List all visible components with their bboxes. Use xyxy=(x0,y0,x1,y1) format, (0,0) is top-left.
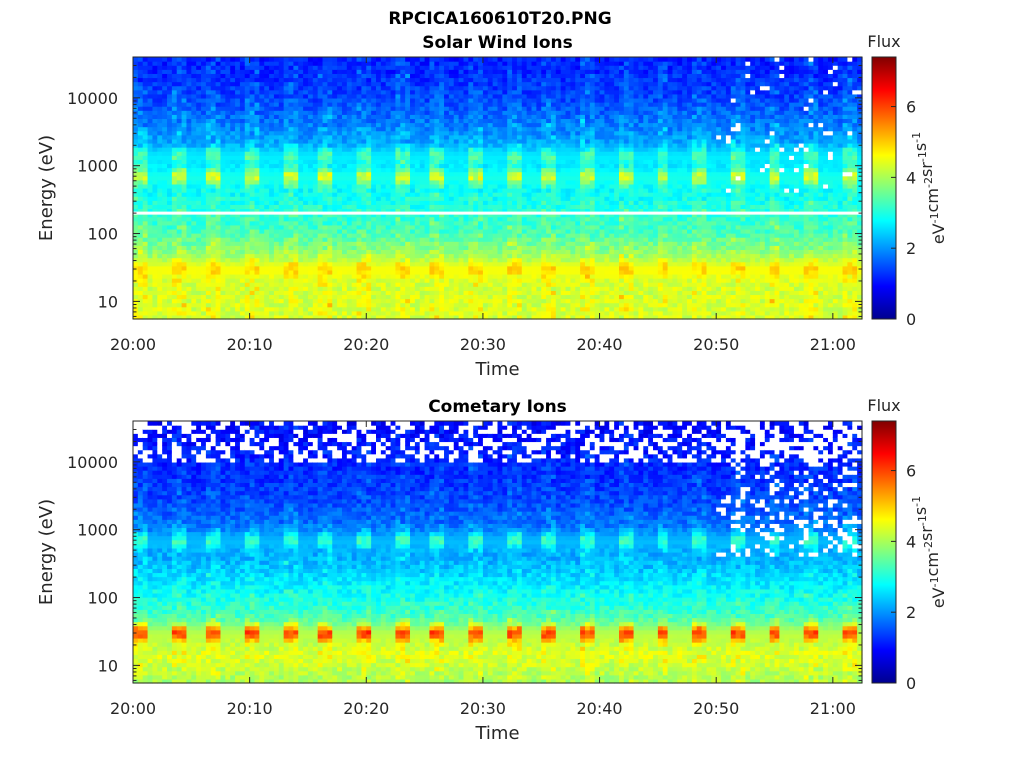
x-tick-label: 20:40 xyxy=(577,699,623,718)
solar-wind-ions-panel: Solar Wind Ions 20:00 20:10 20:20 20:30 20:40… xyxy=(36,32,948,380)
figure-title: RPCICA160610T20.PNG xyxy=(388,9,611,29)
x-tick-label: 20:40 xyxy=(577,335,623,354)
units-base: eV xyxy=(929,587,948,608)
x-tick-label: 20:20 xyxy=(343,335,389,354)
x-tick-label: 20:50 xyxy=(693,335,739,354)
y-tick-label: 1000 xyxy=(77,157,118,176)
y-tick-label: 10000 xyxy=(67,453,118,472)
panel-title: Cometary Ions xyxy=(428,397,567,417)
units-base: sr xyxy=(917,526,936,541)
y-tick-label: 100 xyxy=(87,225,118,244)
units-base: s xyxy=(911,507,930,515)
colorbar-tick-label: 0 xyxy=(906,310,916,329)
y-axis-label: Energy (eV) xyxy=(36,135,57,241)
colorbar-tick-label: 2 xyxy=(906,603,916,622)
y-tick-label: 10 xyxy=(98,656,118,675)
units-exponent: -2 xyxy=(922,177,935,188)
y-tick-label: 100 xyxy=(87,589,118,608)
y-tick-label: 10000 xyxy=(67,89,118,108)
units-base: cm xyxy=(923,188,942,212)
colorbar xyxy=(872,57,896,319)
colorbar-units-label: eV-1cm-2sr-1s-1 xyxy=(910,132,948,244)
x-axis-label: Time xyxy=(474,359,519,380)
colorbar-tick-label: 2 xyxy=(906,239,916,258)
colorbar xyxy=(872,421,896,683)
y-axis-label: Energy (eV) xyxy=(36,499,57,605)
colorbar-tick-label: 4 xyxy=(906,532,916,551)
heatmap-cells xyxy=(133,421,863,684)
x-tick-label: 20:00 xyxy=(110,699,156,718)
y-tick-label: 1000 xyxy=(77,521,118,540)
units-base: s xyxy=(911,143,930,151)
x-tick-label: 20:10 xyxy=(227,335,273,354)
colorbar-tick-label: 6 xyxy=(906,462,916,481)
units-exponent: -2 xyxy=(922,541,935,552)
units-base: sr xyxy=(917,162,936,177)
x-tick-label: 20:50 xyxy=(693,699,739,718)
x-axis-label: Time xyxy=(474,723,519,744)
x-tick-label: 20:10 xyxy=(227,699,273,718)
units-exponent: -1 xyxy=(928,576,941,587)
units-exponent: -1 xyxy=(910,496,923,507)
x-tick-label: 20:30 xyxy=(460,699,506,718)
units-exponent: -1 xyxy=(916,515,929,526)
colorbar-tick-label: 6 xyxy=(906,98,916,117)
y-tick-label: 10 xyxy=(98,292,118,311)
colorbar-top-label: Flux xyxy=(867,396,900,415)
x-tick-label: 20:00 xyxy=(110,335,156,354)
colorbar-tick-label: 0 xyxy=(906,674,916,693)
units-exponent: -1 xyxy=(910,132,923,143)
colorbar-units-label: eV-1cm-2sr-1s-1 xyxy=(910,496,948,608)
colorbar-top-label: Flux xyxy=(867,32,900,51)
units-exponent: -1 xyxy=(928,212,941,223)
x-tick-label: 21:00 xyxy=(810,335,856,354)
heatmap-cells xyxy=(133,57,863,320)
x-tick-label: 20:20 xyxy=(343,699,389,718)
colorbar-tick-label: 4 xyxy=(906,168,916,187)
panel-title: Solar Wind Ions xyxy=(422,33,573,53)
x-tick-label: 20:30 xyxy=(460,335,506,354)
units-base: eV xyxy=(929,223,948,244)
units-base: cm xyxy=(923,552,942,576)
units-exponent: -1 xyxy=(916,151,929,162)
x-tick-label: 21:00 xyxy=(810,699,856,718)
